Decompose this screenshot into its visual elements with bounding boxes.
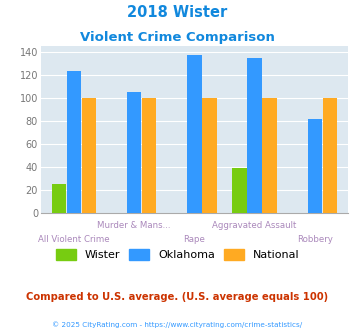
- Text: All Violent Crime: All Violent Crime: [38, 235, 110, 244]
- Bar: [52, 184, 66, 213]
- Bar: [232, 168, 247, 213]
- Legend: Wister, Oklahoma, National: Wister, Oklahoma, National: [56, 249, 299, 260]
- Bar: [127, 92, 141, 213]
- Bar: [142, 98, 157, 213]
- Text: Aggravated Assault: Aggravated Assault: [212, 221, 297, 230]
- Bar: [307, 118, 322, 213]
- Bar: [247, 58, 262, 213]
- Text: Murder & Mans...: Murder & Mans...: [97, 221, 171, 230]
- Bar: [262, 98, 277, 213]
- Bar: [67, 72, 81, 213]
- Bar: [82, 98, 96, 213]
- Bar: [202, 98, 217, 213]
- Text: 2018 Wister: 2018 Wister: [127, 5, 228, 20]
- Bar: [187, 55, 202, 213]
- Text: © 2025 CityRating.com - https://www.cityrating.com/crime-statistics/: © 2025 CityRating.com - https://www.city…: [53, 322, 302, 328]
- Bar: [323, 98, 337, 213]
- Text: Rape: Rape: [184, 235, 205, 244]
- Text: Violent Crime Comparison: Violent Crime Comparison: [80, 31, 275, 44]
- Text: Robbery: Robbery: [297, 235, 333, 244]
- Text: Compared to U.S. average. (U.S. average equals 100): Compared to U.S. average. (U.S. average …: [26, 292, 329, 302]
